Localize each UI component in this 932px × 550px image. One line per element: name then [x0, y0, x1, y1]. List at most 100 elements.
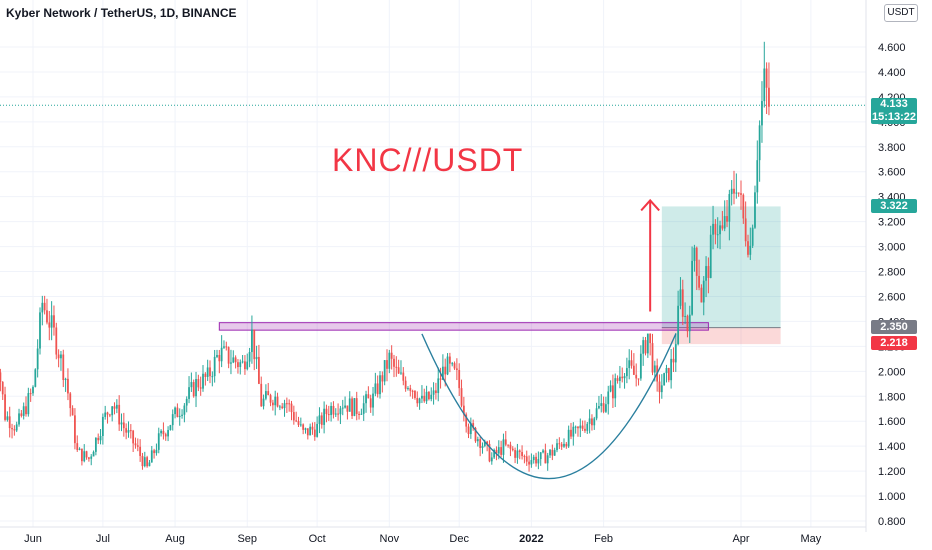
candle-body — [567, 429, 570, 447]
candle-body — [726, 216, 728, 222]
candle-body — [695, 247, 698, 276]
candle-body — [150, 450, 153, 463]
candle-body — [670, 358, 673, 381]
candle-body — [129, 430, 132, 432]
candle-body — [428, 391, 430, 400]
candle-body — [474, 427, 477, 442]
candle-body — [437, 378, 440, 394]
y-tick-label: 1.600 — [878, 416, 906, 428]
candle-body — [609, 385, 612, 392]
time-axis[interactable]: Jun Jul Aug Sep Oct Nov Dec 2022 Feb Apr May — [0, 526, 866, 545]
chart-annotation-text: KNC///USDT — [332, 142, 524, 178]
candle-body — [441, 366, 444, 380]
y-tick-label: 3.200 — [878, 217, 906, 229]
candle-body — [78, 448, 81, 450]
candle-body — [41, 302, 44, 313]
candle-body — [76, 443, 79, 450]
candle-body — [418, 398, 421, 404]
chart-annotations — [421, 198, 677, 480]
candle-body — [632, 365, 635, 375]
candle-body — [618, 376, 621, 381]
candle-body — [197, 379, 200, 388]
candle-body — [458, 369, 461, 389]
candle-body — [674, 344, 677, 363]
candle-body — [735, 192, 738, 194]
candle-body — [241, 361, 244, 363]
candle-body — [13, 429, 16, 431]
y-tick-label: 1.200 — [878, 466, 906, 478]
candle-body — [667, 367, 670, 381]
candle-body — [146, 457, 149, 467]
candle-body — [625, 368, 628, 377]
candle-body — [97, 437, 100, 441]
candle-body — [213, 356, 216, 377]
candle-body — [60, 354, 62, 359]
x-tick-label: Oct — [309, 533, 326, 545]
candle-body — [248, 352, 251, 362]
candle-body — [751, 227, 754, 246]
candle-body — [537, 459, 540, 464]
candle-body — [311, 426, 314, 430]
candle-body — [188, 387, 190, 399]
candle-body — [432, 390, 435, 395]
candle-body — [476, 439, 479, 442]
candle-body — [220, 347, 223, 362]
candle-body — [302, 424, 305, 430]
candle-body — [490, 457, 493, 462]
candle-body — [160, 430, 162, 434]
candle-body — [488, 443, 491, 462]
candle-body — [455, 368, 458, 370]
candle-body — [185, 398, 188, 406]
candle-body — [50, 315, 53, 328]
currency-button[interactable]: USDT — [884, 4, 918, 22]
candle-body — [658, 381, 661, 393]
candle-body — [556, 443, 558, 451]
candle-body — [365, 394, 367, 404]
candle-body — [362, 403, 365, 414]
candle-body — [542, 450, 544, 453]
candle-body — [223, 346, 225, 348]
candle-body — [190, 382, 193, 388]
candle-body — [320, 415, 323, 425]
x-tick-label: Jun — [24, 533, 42, 545]
y-tick-label: 2.000 — [878, 366, 906, 378]
candle-body — [113, 406, 116, 409]
candle-body — [101, 416, 104, 437]
candle-body — [285, 403, 288, 405]
x-tick-label: 2022 — [519, 533, 543, 545]
candle-body — [479, 439, 482, 449]
candle-body — [642, 340, 645, 354]
candle-body — [258, 356, 260, 384]
candle-body — [195, 379, 197, 397]
candle-body — [94, 437, 97, 452]
candle-body — [344, 405, 346, 408]
candle-body — [414, 390, 416, 398]
candle-body — [127, 430, 130, 433]
profit-zone — [661, 206, 781, 328]
candle-body — [535, 456, 537, 464]
candle-body — [118, 404, 121, 425]
candle-body — [595, 408, 598, 419]
candle-body — [451, 363, 454, 365]
candle-body — [171, 414, 174, 426]
candle-body — [563, 443, 565, 447]
candle-body — [623, 376, 626, 379]
candle-body — [765, 68, 768, 88]
candle-body — [237, 362, 239, 368]
candle-body — [148, 462, 151, 467]
live-price-tag: 4.133 15:13:22 — [871, 98, 917, 124]
candle-body — [332, 405, 335, 415]
candle-body — [486, 441, 489, 444]
price-axis[interactable]: 4.6004.4004.2004.0003.8003.6003.4003.200… — [865, 0, 906, 532]
candle-body — [728, 194, 731, 222]
target-price-tag: 3.322 — [871, 199, 917, 213]
candle-body — [691, 260, 693, 315]
candle-body — [34, 369, 37, 387]
candle-body — [621, 376, 624, 379]
candle-body — [306, 428, 309, 436]
candle-body — [381, 375, 384, 382]
candle-body — [637, 378, 640, 380]
candle-body — [558, 443, 561, 445]
candle-body — [644, 340, 647, 354]
